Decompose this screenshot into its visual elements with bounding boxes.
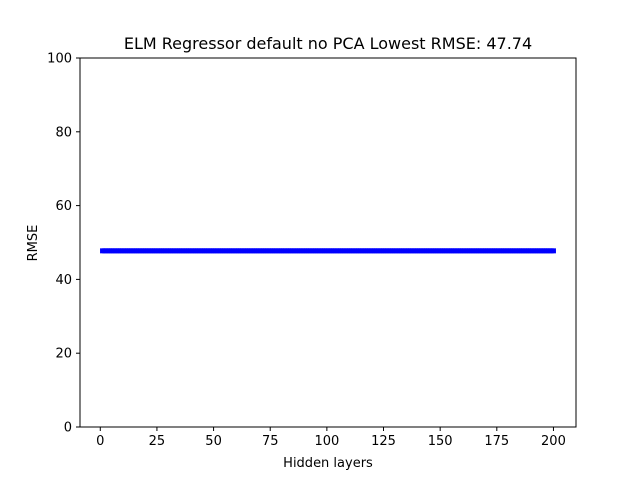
x-tick-label: 175 — [484, 434, 509, 449]
chart-title: ELM Regressor default no PCA Lowest RMSE… — [124, 34, 532, 53]
y-tick-label: 100 — [47, 52, 72, 67]
x-tick-label: 50 — [205, 434, 222, 449]
y-tick-label: 0 — [64, 421, 72, 436]
x-axis-label: Hidden layers — [283, 456, 373, 471]
x-tick-label: 200 — [541, 434, 566, 449]
y-axis-label: RMSE — [26, 225, 41, 262]
x-tick-label: 25 — [149, 434, 166, 449]
y-tick-label: 80 — [55, 125, 72, 140]
x-tick-label: 125 — [371, 434, 396, 449]
x-tick-label: 75 — [262, 434, 279, 449]
y-tick-label: 60 — [55, 199, 72, 214]
y-axis-ticks: 0 20 40 60 80 100 — [47, 52, 80, 436]
y-tick-label: 40 — [55, 273, 72, 288]
data-points — [100, 248, 556, 254]
data-point — [550, 248, 556, 254]
x-tick-label: 100 — [314, 434, 339, 449]
x-tick-label: 150 — [428, 434, 453, 449]
x-tick-label: 0 — [96, 434, 104, 449]
x-axis-ticks: 0 25 50 75 100 125 150 175 200 — [96, 427, 566, 449]
plot-area-frame — [79, 57, 577, 428]
y-tick-label: 20 — [55, 347, 72, 362]
